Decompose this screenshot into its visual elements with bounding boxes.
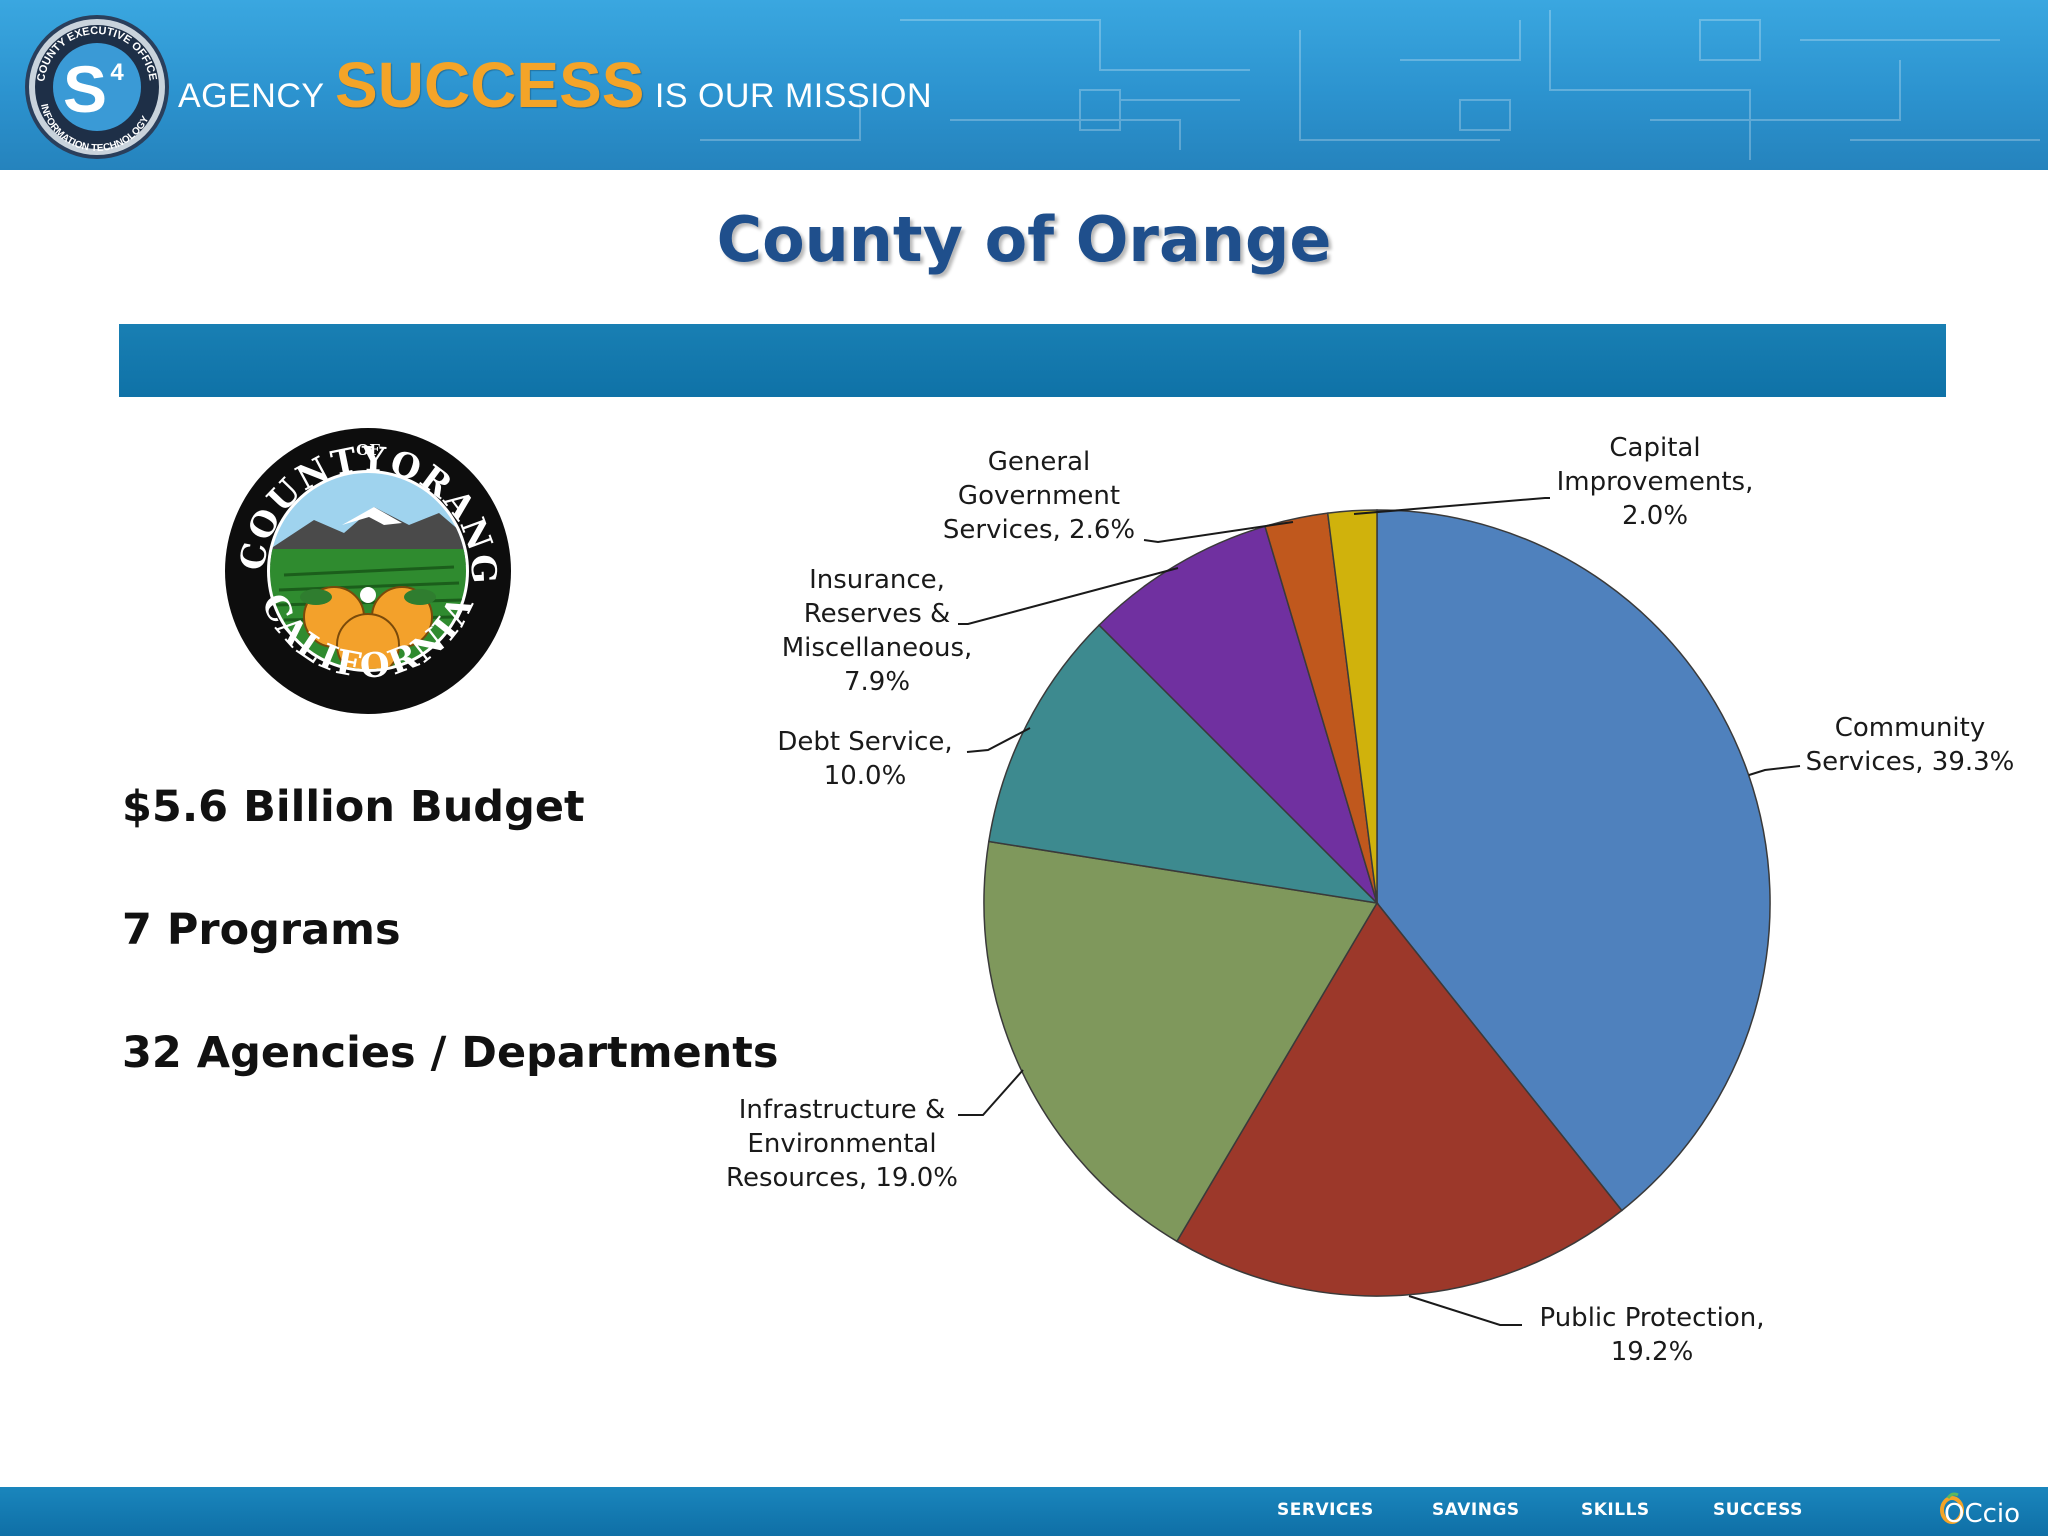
county-of-orange-seal: COUNTY OF ORANGE CALIFORNIA xyxy=(224,425,511,714)
leader-line xyxy=(958,1069,1024,1116)
leader-line xyxy=(1143,521,1294,544)
pie-label-general-government-services: General Government Services, 2.6% xyxy=(943,447,1135,545)
pie-label-capital-improvements: Capital Improvements, 2.0% xyxy=(1557,433,1754,531)
page-title: County of Orange xyxy=(716,203,1332,276)
footer-link-success[interactable]: SUCCESS xyxy=(1713,1500,1803,1520)
pie-label-community-services: Community Services, 39.3% xyxy=(1806,713,2015,777)
header-banner: COUNTY EXECUTIVE OFFICE INFORMATION TECH… xyxy=(0,0,2048,170)
occio-logo: OCcio xyxy=(1940,1492,2020,1529)
tagline-highlight: SUCCESS xyxy=(335,49,645,121)
leader-line xyxy=(1748,765,1801,776)
pie-slice-debt-service xyxy=(987,624,1380,905)
footer-link-services[interactable]: SERVICES xyxy=(1277,1500,1374,1520)
pie-slice-community-services xyxy=(1376,509,1771,1212)
stat-budget: $5.6 Billion Budget xyxy=(122,782,585,832)
leader-line xyxy=(958,567,1179,625)
circuit-pattern xyxy=(700,10,2040,160)
pie-slice-public-protection xyxy=(1175,901,1623,1297)
leader-line xyxy=(1408,1295,1522,1326)
leader-line xyxy=(966,727,1031,753)
leader-line xyxy=(1353,497,1550,515)
title-band xyxy=(119,324,1946,397)
seal-of-text: OF xyxy=(356,441,380,459)
s4-seal-logo: COUNTY EXECUTIVE OFFICE INFORMATION TECH… xyxy=(25,15,169,159)
pie-label-insurance-reserves-miscellaneous: Insurance, Reserves & Miscellaneous, 7.9% xyxy=(782,565,973,697)
stat-agencies: 32 Agencies / Departments xyxy=(122,1028,779,1078)
tagline-suffix: IS OUR MISSION xyxy=(654,77,933,115)
s4-superscript: 4 xyxy=(110,59,124,86)
tagline: AGENCY SUCCESS IS OUR MISSION xyxy=(178,48,932,122)
footer-bar xyxy=(0,1487,2048,1536)
occio-text: OCcio xyxy=(1944,1499,2020,1529)
tagline-prefix: AGENCY xyxy=(178,77,325,115)
pie-label-infrastructure-environmental-resources: Infrastructure & Environmental Resources, … xyxy=(726,1095,958,1193)
s4-mark: S xyxy=(63,52,107,126)
stat-programs: 7 Programs xyxy=(122,905,401,955)
footer-link-savings[interactable]: SAVINGS xyxy=(1432,1500,1520,1520)
pie-label-debt-service: Debt Service, 10.0% xyxy=(777,727,952,791)
footer-link-skills[interactable]: SKILLS xyxy=(1581,1500,1650,1520)
pie-label-public-protection: Public Protection, 19.2% xyxy=(1539,1303,1764,1367)
pie-slice-capital-improvements xyxy=(1326,509,1378,904)
pie-slice-insurance-reserves-miscellaneous xyxy=(1098,525,1378,904)
